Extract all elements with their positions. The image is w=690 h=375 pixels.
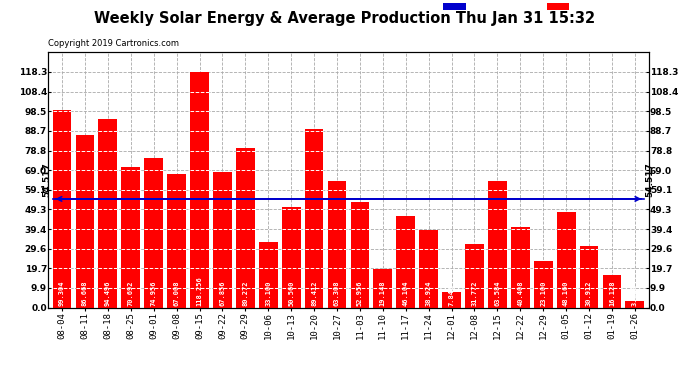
Bar [282, 207, 301, 308]
Text: 38.924: 38.924 [426, 280, 432, 306]
Text: 3.012: 3.012 [632, 284, 638, 306]
Text: 7.840: 7.840 [448, 284, 455, 306]
Text: 74.956: 74.956 [150, 280, 157, 306]
Text: 70.692: 70.692 [128, 280, 134, 306]
Bar [511, 227, 530, 308]
Text: Weekly Solar Energy & Average Production Thu Jan 31 15:32: Weekly Solar Energy & Average Production… [95, 11, 595, 26]
Text: 23.100: 23.100 [540, 280, 546, 306]
Bar [121, 166, 140, 308]
Text: 19.148: 19.148 [380, 280, 386, 306]
Bar [236, 148, 255, 308]
Bar [534, 261, 553, 308]
Text: 67.856: 67.856 [219, 280, 226, 306]
Bar [190, 72, 209, 308]
Text: 63.584: 63.584 [494, 280, 500, 306]
Bar [373, 269, 392, 308]
Bar [167, 174, 186, 308]
Text: Copyright 2019 Cartronics.com: Copyright 2019 Cartronics.com [48, 39, 179, 48]
Text: 86.668: 86.668 [82, 280, 88, 306]
Text: 50.560: 50.560 [288, 280, 294, 306]
Text: 54.517: 54.517 [645, 162, 654, 197]
Bar [442, 292, 461, 308]
Bar [602, 275, 621, 308]
Text: 63.308: 63.308 [334, 280, 340, 306]
Bar [99, 119, 117, 308]
Bar [465, 244, 484, 308]
Text: 16.128: 16.128 [609, 280, 615, 306]
Text: 99.304: 99.304 [59, 280, 65, 306]
Text: 89.412: 89.412 [311, 280, 317, 306]
Text: 54.517: 54.517 [43, 162, 52, 197]
Text: 30.912: 30.912 [586, 280, 592, 306]
Bar [76, 135, 95, 308]
Text: 52.956: 52.956 [357, 280, 363, 306]
Text: 46.104: 46.104 [403, 280, 408, 306]
Bar [580, 246, 598, 308]
Text: 80.272: 80.272 [242, 280, 248, 306]
Text: 48.160: 48.160 [563, 280, 569, 306]
Bar [488, 181, 506, 308]
Text: 31.772: 31.772 [471, 280, 477, 306]
Bar [52, 110, 72, 308]
Text: 40.408: 40.408 [518, 280, 523, 306]
Legend: Average (kWh), Weekly (kWh): Average (kWh), Weekly (kWh) [441, 1, 644, 13]
Bar [144, 158, 163, 308]
Bar [557, 211, 575, 308]
Bar [351, 202, 369, 308]
Bar [396, 216, 415, 308]
Bar [328, 182, 346, 308]
Text: 118.256: 118.256 [197, 276, 203, 306]
Text: 67.008: 67.008 [174, 280, 179, 306]
Bar [625, 302, 644, 307]
Bar [305, 129, 324, 308]
Bar [259, 242, 277, 308]
Text: 33.100: 33.100 [265, 280, 271, 306]
Text: 94.496: 94.496 [105, 280, 111, 306]
Bar [420, 230, 438, 308]
Bar [213, 172, 232, 308]
